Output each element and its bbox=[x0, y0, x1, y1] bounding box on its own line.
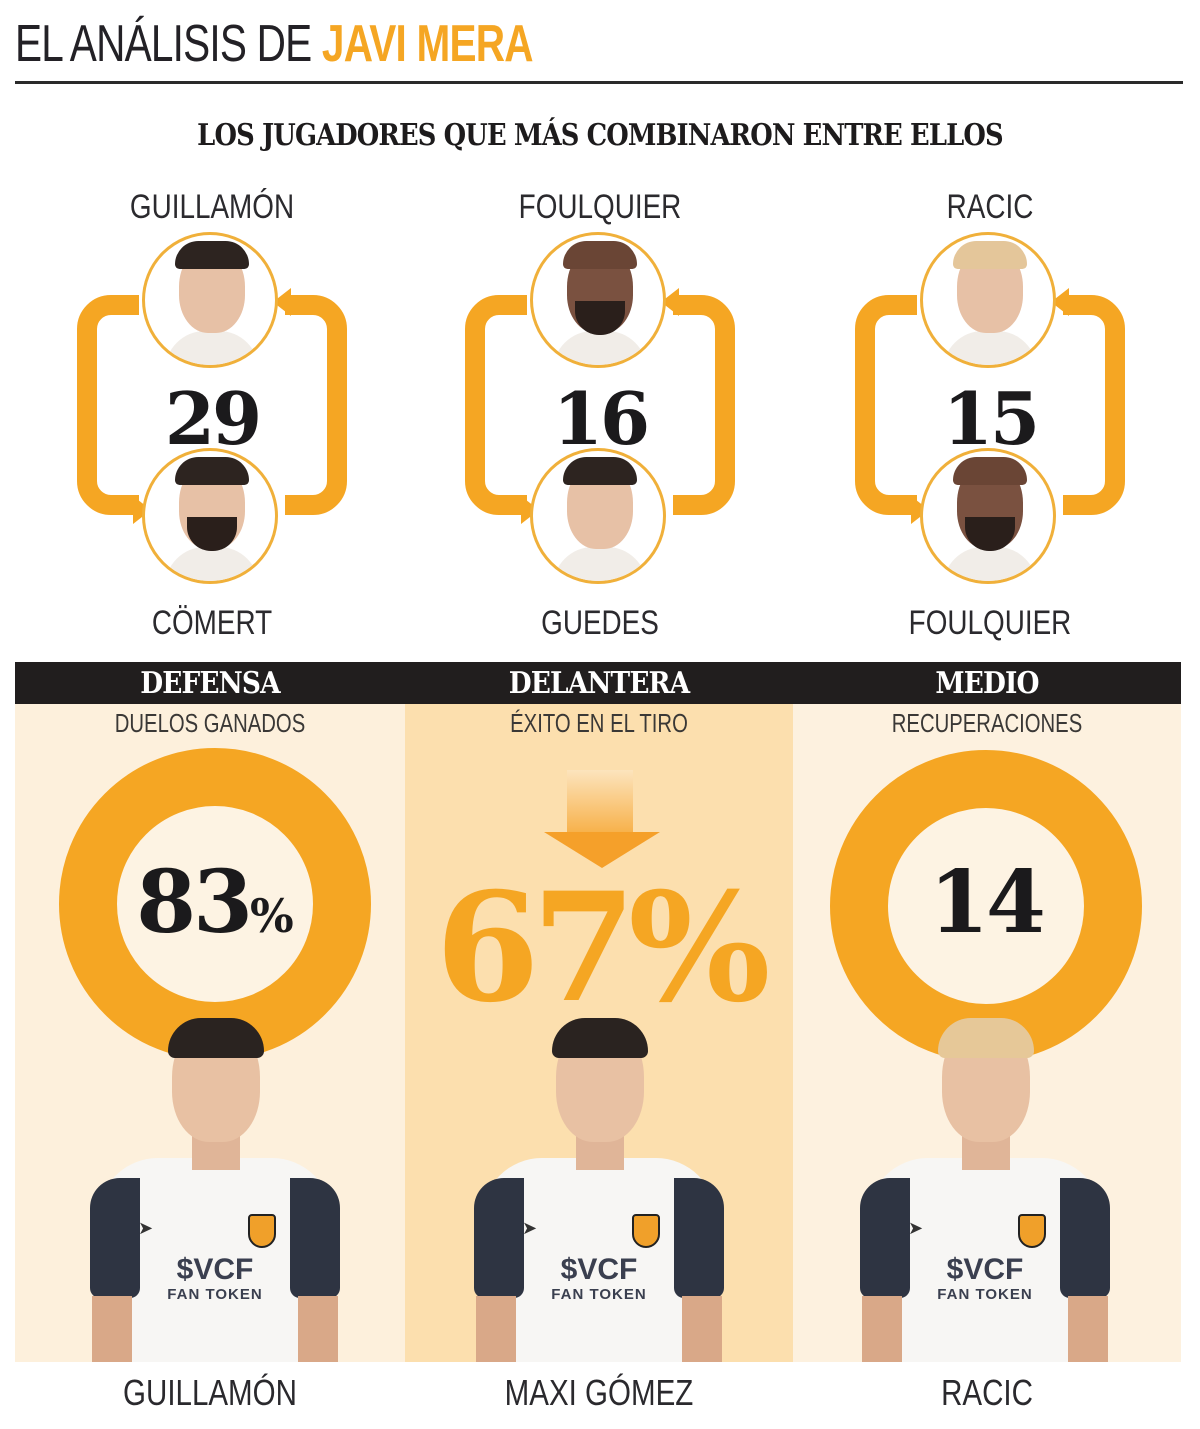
hair bbox=[552, 1018, 648, 1058]
jersey-sleeve bbox=[90, 1178, 140, 1298]
ring-icon bbox=[830, 750, 1142, 1062]
category-header-bar bbox=[15, 662, 1181, 704]
puma-logo-icon: ➤ bbox=[908, 1218, 924, 1238]
metric-value-defensa: 83% bbox=[59, 852, 371, 953]
arm bbox=[682, 1296, 722, 1362]
arm bbox=[298, 1296, 338, 1362]
category-label-medio: MEDIO bbox=[935, 666, 1039, 701]
avatar-shoulders bbox=[165, 331, 259, 365]
value-unit: % bbox=[249, 889, 294, 943]
avatar-shoulders bbox=[553, 547, 647, 581]
metric-label-medio: RECUPERACIONES bbox=[891, 708, 1083, 738]
avatar-shoulders bbox=[943, 547, 1037, 581]
player-name-defensa: GUILLAMÓN bbox=[123, 1372, 297, 1413]
category-label-delantera: DELANTERA bbox=[508, 666, 690, 701]
hair bbox=[938, 1018, 1034, 1058]
pair-bottom-player-name: GUEDES bbox=[541, 604, 659, 642]
jersey-sleeve bbox=[474, 1178, 524, 1298]
jersey-sleeve bbox=[674, 1178, 724, 1298]
title-prefix: EL ANÁLISIS DE bbox=[15, 15, 322, 73]
avatar-shoulders bbox=[553, 331, 647, 365]
avatar-hair bbox=[563, 457, 637, 485]
category-label-defensa: DEFENSA bbox=[140, 666, 280, 701]
sponsor-subtext: FAN TOKEN bbox=[167, 1286, 263, 1303]
down-arrow-head-icon bbox=[544, 832, 660, 868]
jersey-sleeve bbox=[860, 1178, 910, 1298]
hair bbox=[168, 1018, 264, 1058]
avatar-shoulders bbox=[165, 547, 259, 581]
sponsor-text: $VCF bbox=[946, 1253, 1024, 1286]
arm bbox=[862, 1296, 902, 1362]
jersey-sleeve bbox=[290, 1178, 340, 1298]
combination-pair: FOULQUIER 16 GUEDES bbox=[435, 180, 765, 650]
metric-value-delantera: 67% bbox=[435, 860, 770, 1036]
avatar-hair bbox=[175, 241, 249, 269]
sponsor-subtext: FAN TOKEN bbox=[937, 1286, 1033, 1303]
player-name-delantera: MAXI GÓMEZ bbox=[504, 1372, 694, 1413]
club-crest-icon bbox=[1018, 1214, 1046, 1248]
avatar bbox=[920, 448, 1056, 584]
avatar-hair bbox=[953, 457, 1027, 485]
metric-value-medio: 14 bbox=[929, 852, 1046, 953]
puma-logo-icon: ➤ bbox=[522, 1218, 538, 1238]
avatar-beard bbox=[575, 301, 625, 335]
pair-pass-count: 16 bbox=[552, 376, 650, 461]
page-title: EL ANÁLISIS DE JAVI MERA bbox=[15, 14, 534, 74]
avatar-beard bbox=[965, 517, 1015, 551]
value-number: 83 bbox=[136, 852, 253, 953]
arm bbox=[92, 1296, 132, 1362]
pair-bottom-player-name: CÖMERT bbox=[151, 604, 273, 642]
jersey-sleeve bbox=[1060, 1178, 1110, 1298]
combination-pair: GUILLAMÓN 29 CÖMERT bbox=[47, 180, 377, 650]
combination-pair: RACIC 15 FOULQUIER bbox=[825, 180, 1155, 650]
avatar bbox=[142, 448, 278, 584]
pair-pass-count: 15 bbox=[942, 376, 1040, 461]
avatar-hair bbox=[563, 241, 637, 269]
pair-bottom-player-name: FOULQUIER bbox=[908, 604, 1072, 642]
puma-logo-icon: ➤ bbox=[138, 1218, 154, 1238]
sponsor-text: $VCF bbox=[560, 1253, 638, 1286]
player-name-medio: RACIC bbox=[941, 1372, 1033, 1413]
down-arrow-icon bbox=[567, 770, 633, 834]
pair-top-player-name: GUILLAMÓN bbox=[129, 188, 295, 226]
club-crest-icon bbox=[632, 1214, 660, 1248]
sponsor-subtext: FAN TOKEN bbox=[551, 1286, 647, 1303]
metric-label-defensa: DUELOS GANADOS bbox=[114, 708, 306, 738]
sponsor-text: $VCF bbox=[176, 1253, 254, 1286]
pair-top-player-name: RACIC bbox=[946, 188, 1034, 226]
pair-pass-count: 29 bbox=[164, 376, 262, 461]
avatar bbox=[920, 232, 1056, 368]
player-photo-guillamon: ➤ $VCF FAN TOKEN bbox=[80, 1018, 350, 1362]
page-header: EL ANÁLISIS DE JAVI MERA bbox=[15, 8, 1183, 84]
title-author: JAVI MERA bbox=[321, 15, 534, 73]
arm bbox=[476, 1296, 516, 1362]
avatar-beard bbox=[187, 517, 237, 551]
player-photo-maxi-gomez: ➤ $VCF FAN TOKEN bbox=[464, 1018, 734, 1362]
pair-top-player-name: FOULQUIER bbox=[518, 188, 682, 226]
player-photo-racic: ➤ $VCF FAN TOKEN bbox=[850, 1018, 1120, 1362]
avatar-hair bbox=[953, 241, 1027, 269]
avatar bbox=[142, 232, 278, 368]
avatar bbox=[530, 448, 666, 584]
arm bbox=[1068, 1296, 1108, 1362]
combinations-title: LOS JUGADORES QUE MÁS COMBINARON ENTRE E… bbox=[197, 118, 1004, 153]
avatar-hair bbox=[175, 457, 249, 485]
avatar bbox=[530, 232, 666, 368]
club-crest-icon bbox=[248, 1214, 276, 1248]
avatar-shoulders bbox=[943, 331, 1037, 365]
metric-label-delantera: ÉXITO EN EL TIRO bbox=[510, 708, 688, 738]
